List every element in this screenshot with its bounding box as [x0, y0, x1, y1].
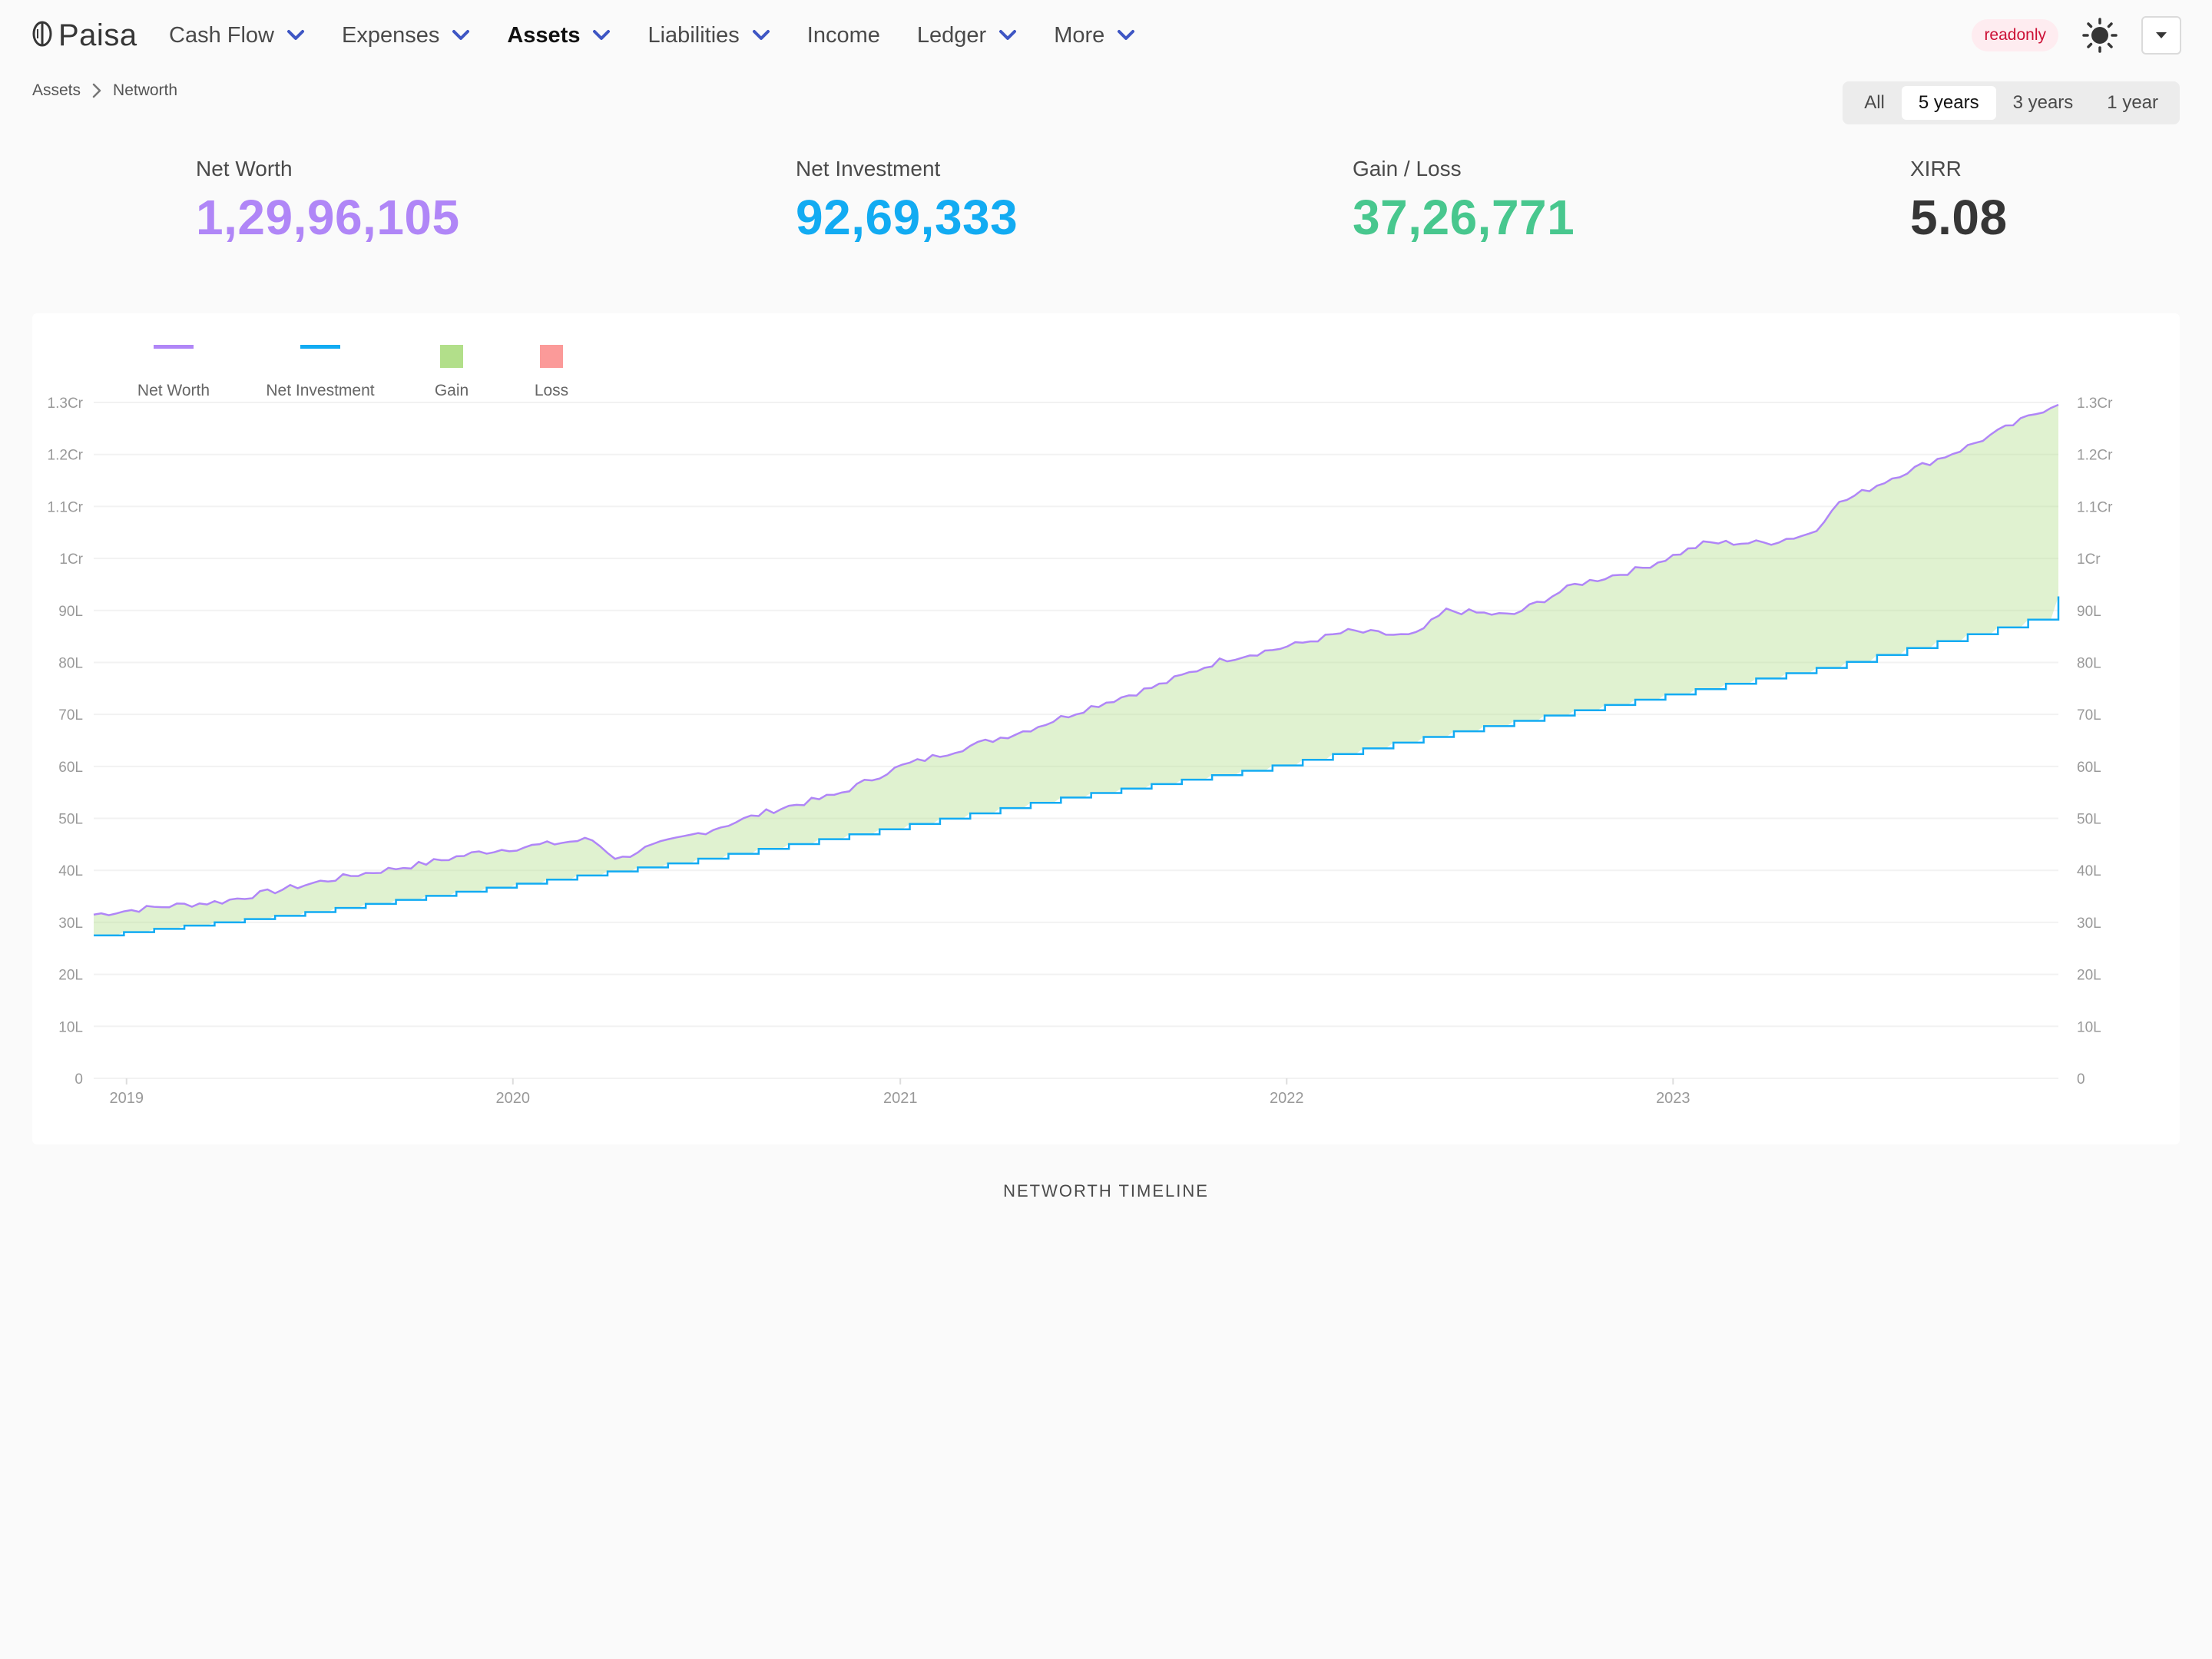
y-tick-label-left: 10L — [58, 1019, 83, 1035]
nav-item-expenses[interactable]: Expenses — [323, 0, 488, 71]
legend-swatch-line — [300, 345, 340, 349]
x-tick-label: 2020 — [496, 1090, 531, 1107]
y-tick-label-right: 20L — [2077, 968, 2101, 984]
chevron-down-icon — [593, 30, 611, 40]
chevron-down-icon — [752, 30, 770, 40]
y-tick-label-right: 80L — [2077, 655, 2101, 671]
range-selector: All 5 years 3 years 1 year — [1843, 81, 2180, 124]
chevron-down-icon — [999, 30, 1017, 40]
nav-item-label: Liabilities — [647, 22, 740, 48]
net-investment-line — [94, 596, 2060, 937]
stat-label: Gain / Loss — [1353, 157, 1462, 180]
nav-item-label: Ledger — [916, 22, 987, 48]
y-tick-label-left: 50L — [58, 812, 83, 828]
y-tick-label-left: 1.1Cr — [48, 499, 84, 515]
y-tick-label-right: 1.3Cr — [2077, 396, 2113, 412]
y-tick-label-right: 1Cr — [2077, 551, 2101, 568]
y-tick-label-right: 60L — [2077, 760, 2101, 776]
nav-item-liabilities[interactable]: Liabilities — [629, 0, 788, 71]
x-tick-label: 2022 — [1270, 1090, 1304, 1107]
y-tick-label-right: 70L — [2077, 707, 2101, 724]
y-tick-label-right: 40L — [2077, 863, 2101, 879]
top-navbar: Paisa Cash Flow Expenses Assets Liabilit… — [0, 0, 2212, 71]
nav-menu: Cash Flow Expenses Assets Liabilities In… — [151, 0, 1154, 71]
y-tick-label-right: 30L — [2077, 916, 2101, 932]
y-tick-label-left: 40L — [58, 863, 83, 879]
x-tick-label: 2019 — [109, 1090, 144, 1107]
net-worth-line — [93, 403, 2059, 916]
chevron-right-icon — [92, 83, 101, 98]
caret-down-icon — [2156, 32, 2167, 38]
stat-label: Net Investment — [796, 157, 941, 180]
paisa-logo-icon — [31, 18, 54, 53]
y-tick-label-right: 0 — [2077, 1071, 2085, 1088]
networth-chart-card: 0 0 10L 10L 20L 20L 30L 30L 40L 40L 50L 50L 60L 60L 70… — [32, 313, 2180, 1144]
y-tick-label-left: 60L — [58, 760, 83, 776]
stat-net-worth: Net Worth 1,29,96,105 — [196, 157, 460, 246]
range-tab-all[interactable]: All — [1864, 92, 1885, 113]
range-tab-1-year[interactable]: 1 year — [2107, 92, 2158, 113]
nav-item-label: Income — [806, 22, 880, 48]
legend-swatch-square — [440, 345, 463, 368]
y-tick-label-left: 30L — [58, 916, 83, 932]
nav-item-label: Expenses — [342, 22, 440, 48]
stat-net-investment: Net Investment 92,69,333 — [796, 157, 1018, 246]
brand-name: Paisa — [58, 18, 137, 52]
nav-item-label: More — [1054, 22, 1105, 48]
range-tab-3-years[interactable]: 3 years — [2012, 92, 2074, 113]
legend-label: Net Worth — [137, 382, 210, 399]
y-tick-label-right: 1.1Cr — [2077, 499, 2113, 515]
y-tick-label-left: 0 — [75, 1071, 83, 1088]
chevron-down-icon — [287, 30, 304, 40]
y-tick-label-left: 80L — [58, 655, 83, 671]
sun-icon[interactable] — [2080, 15, 2120, 55]
stat-label: XIRR — [1910, 157, 1962, 180]
stat-value: 92,69,333 — [796, 190, 1018, 245]
legend-label: Loss — [535, 382, 568, 399]
stat-value: 1,29,96,105 — [196, 190, 460, 245]
chart-caption: NETWORTH TIMELINE — [1003, 1181, 1209, 1200]
stat-value: 37,26,771 — [1353, 190, 1575, 245]
nav-item-label: Assets — [507, 22, 581, 48]
legend-swatch-square — [540, 345, 563, 368]
y-tick-label-right: 90L — [2077, 604, 2101, 620]
x-tick-label: 2023 — [1656, 1090, 1690, 1107]
nav-item-assets[interactable]: Assets — [488, 0, 629, 71]
nav-item-more[interactable]: More — [1035, 0, 1154, 71]
nav-item-label: Cash Flow — [169, 22, 274, 48]
y-tick-label-left: 1Cr — [59, 551, 83, 568]
user-menu-dropdown[interactable] — [2141, 16, 2181, 55]
y-tick-label-left: 20L — [58, 968, 83, 984]
chevron-down-icon — [452, 30, 470, 40]
readonly-badge: readonly — [1972, 19, 2058, 51]
y-tick-label-left: 1.2Cr — [48, 448, 84, 464]
stat-gain-loss: Gain / Loss 37,26,771 — [1353, 157, 1575, 246]
y-tick-label-right: 1.2Cr — [2077, 448, 2113, 464]
x-tick-label: 2021 — [883, 1090, 918, 1107]
y-tick-label-left: 90L — [58, 604, 83, 620]
nav-item-income[interactable]: Income — [789, 0, 899, 71]
y-tick-label-left: 1.3Cr — [48, 396, 84, 412]
breadcrumb: Assets Networth — [32, 81, 177, 100]
nav-item-cash-flow[interactable]: Cash Flow — [151, 0, 323, 71]
stat-label: Net Worth — [196, 157, 293, 180]
breadcrumb-assets[interactable]: Assets — [32, 81, 81, 99]
y-tick-label-right: 50L — [2077, 812, 2101, 828]
stat-xirr: XIRR 5.08 — [1910, 157, 2008, 246]
range-tab-5-years[interactable]: 5 years — [1901, 86, 1996, 120]
stat-value: 5.08 — [1910, 190, 2008, 245]
y-tick-label-right: 10L — [2077, 1019, 2101, 1035]
brand[interactable]: Paisa — [31, 11, 137, 60]
networth-chart[interactable]: 0 0 10L 10L 20L 20L 30L 30L 40L 40L 50L 50L 60L 60L 70… — [32, 313, 2180, 1144]
chevron-down-icon — [1118, 30, 1135, 40]
y-tick-label-left: 70L — [58, 707, 83, 724]
gain-area — [94, 404, 2058, 935]
legend-label: Net Investment — [266, 382, 374, 399]
nav-right-controls: readonly — [1972, 14, 2181, 57]
legend-swatch-line — [154, 345, 194, 349]
breadcrumb-networth: Networth — [113, 81, 178, 99]
nav-item-ledger[interactable]: Ledger — [899, 0, 1035, 71]
legend-label: Gain — [435, 382, 469, 399]
